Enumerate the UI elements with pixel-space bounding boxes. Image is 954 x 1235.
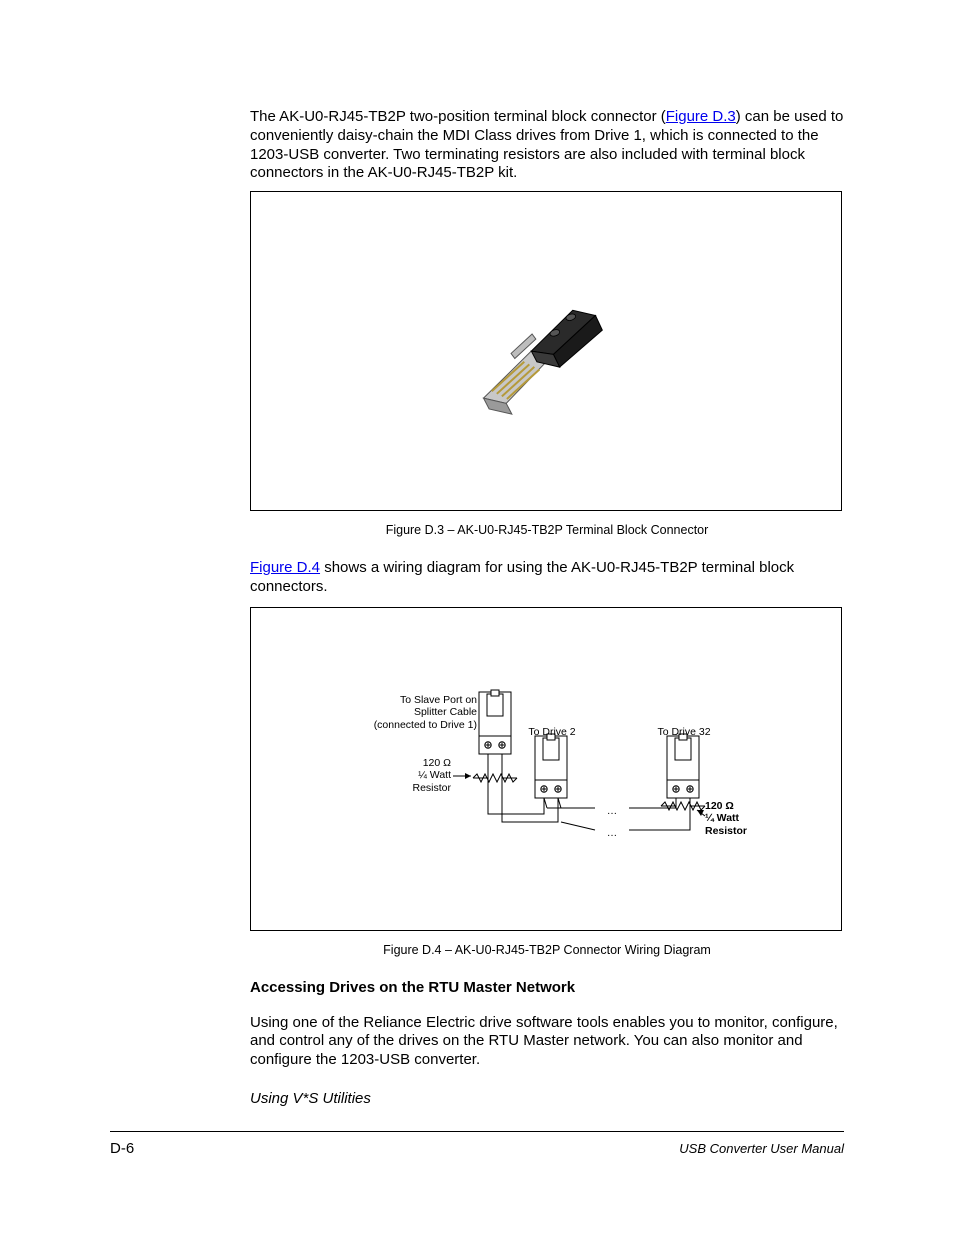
label-res2-l2: ¼ Watt bbox=[705, 812, 739, 824]
heading-accessing-drives: Accessing Drives on the RTU Master Netwo… bbox=[250, 979, 844, 996]
page-footer: D-6 USB Converter User Manual bbox=[110, 1131, 844, 1157]
link-figure-d4[interactable]: Figure D.4 bbox=[250, 559, 320, 576]
label-to-drive-2: To Drive 2 bbox=[517, 726, 587, 739]
footer-rule bbox=[110, 1131, 844, 1132]
figure-d4-svg bbox=[251, 608, 843, 932]
paragraph-accessing: Using one of the Reliance Electric drive… bbox=[250, 1014, 844, 1070]
figure-d3-box bbox=[250, 191, 842, 511]
label-dots-upper: … bbox=[597, 805, 627, 818]
label-slave-port-l3: (connected to Drive 1) bbox=[374, 719, 477, 731]
label-res-l2: ¼ Watt bbox=[418, 769, 451, 781]
label-res2-l3: Resistor bbox=[705, 825, 747, 837]
label-res-l1: 120 Ω bbox=[423, 757, 451, 769]
manual-title: USB Converter User Manual bbox=[679, 1141, 844, 1156]
para1-pre: The AK-U0-RJ45-TB2P two-position termina… bbox=[250, 108, 666, 125]
label-resistor-left: 120 Ω ¼ Watt Resistor bbox=[397, 757, 451, 795]
paragraph-intro: The AK-U0-RJ45-TB2P two-position termina… bbox=[250, 108, 844, 183]
subheading-vs-utilities: Using V*S Utilities bbox=[250, 1090, 844, 1107]
figure-d3-caption: Figure D.3 – AK-U0-RJ45-TB2P Terminal Bl… bbox=[250, 523, 844, 537]
content-column: The AK-U0-RJ45-TB2P two-position termina… bbox=[250, 108, 844, 1107]
label-res-l3: Resistor bbox=[412, 782, 451, 794]
label-to-drive-32: To Drive 32 bbox=[649, 726, 719, 739]
label-dots-lower: … bbox=[597, 827, 627, 840]
page-number: D-6 bbox=[110, 1140, 134, 1157]
footer-row: D-6 USB Converter User Manual bbox=[110, 1140, 844, 1157]
figure-d3-svg bbox=[251, 192, 843, 512]
page: The AK-U0-RJ45-TB2P two-position termina… bbox=[0, 0, 954, 1235]
label-slave-port: To Slave Port on Splitter Cable (connect… bbox=[357, 694, 477, 732]
label-slave-port-l2: Splitter Cable bbox=[414, 706, 477, 718]
para2-post: shows a wiring diagram for using the AK-… bbox=[250, 559, 794, 595]
label-slave-port-l1: To Slave Port on bbox=[400, 694, 477, 706]
label-res2-l1: 120 Ω bbox=[705, 800, 734, 812]
paragraph-figd4-intro: Figure D.4 shows a wiring diagram for us… bbox=[250, 559, 844, 597]
figure-d4-caption: Figure D.4 – AK-U0-RJ45-TB2P Connector W… bbox=[250, 943, 844, 957]
link-figure-d3[interactable]: Figure D.3 bbox=[666, 108, 736, 125]
figure-d4-box: To Slave Port on Splitter Cable (connect… bbox=[250, 607, 842, 931]
label-resistor-right: 120 Ω ¼ Watt Resistor bbox=[705, 800, 759, 838]
